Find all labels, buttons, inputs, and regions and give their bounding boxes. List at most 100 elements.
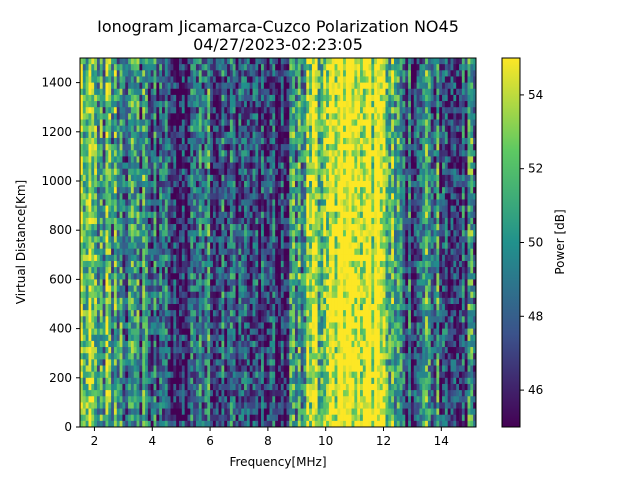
heatmap-cell [184, 414, 188, 422]
heatmap-cell [128, 107, 132, 114]
heatmap-cell [184, 156, 188, 163]
heatmap-cell [198, 383, 203, 391]
heatmap-cell [261, 181, 265, 188]
heatmap-cell [96, 119, 101, 127]
heatmap-cell [314, 113, 318, 120]
heatmap-cell [255, 402, 259, 409]
heatmap-cell [238, 297, 242, 305]
heatmap-cell [232, 125, 236, 133]
heatmap-cell [139, 359, 143, 366]
heatmap-cell [241, 359, 245, 366]
heatmap-cell [156, 211, 160, 219]
heatmap-cell [201, 390, 205, 397]
heatmap-cell [173, 236, 177, 243]
heatmap-cell [297, 217, 302, 225]
heatmap-cell [314, 101, 318, 108]
heatmap-cell [193, 285, 197, 293]
heatmap-cell [224, 168, 228, 176]
heatmap-cell [170, 297, 174, 305]
heatmap-cell [210, 347, 214, 354]
heatmap-cell [167, 211, 171, 219]
heatmap-cell [195, 359, 200, 366]
heatmap-cell [176, 383, 180, 391]
heatmap-cell [218, 58, 222, 65]
heatmap-cell [215, 334, 219, 342]
heatmap-cell [173, 125, 177, 133]
heatmap-cell [269, 334, 273, 342]
heatmap-cell [176, 82, 180, 90]
heatmap-cell [119, 340, 123, 348]
heatmap-cell [232, 144, 236, 151]
heatmap-cell [122, 58, 126, 65]
heatmap-cell [153, 297, 157, 305]
heatmap-cell [263, 371, 268, 379]
heatmap-cell [150, 101, 154, 108]
heatmap-cell [96, 408, 101, 416]
heatmap-cell [241, 334, 245, 342]
heatmap-cell [215, 347, 219, 354]
heatmap-cell [195, 119, 200, 127]
heatmap-cell [122, 316, 126, 323]
heatmap-cell [215, 224, 219, 231]
heatmap-cell [297, 304, 302, 311]
heatmap-cell [297, 328, 302, 336]
heatmap-cell [116, 187, 120, 194]
heatmap-cell [162, 390, 166, 397]
heatmap-cell [292, 131, 296, 139]
heatmap-cell [179, 156, 183, 163]
heatmap-cell [294, 64, 299, 71]
heatmap-cell [309, 242, 313, 250]
heatmap-cell [88, 107, 92, 114]
heatmap-cell [91, 377, 95, 385]
heatmap-cell [167, 150, 171, 157]
heatmap-cell [292, 297, 296, 305]
heatmap-cell [235, 101, 239, 108]
heatmap-cell [147, 144, 152, 151]
heatmap-cell [201, 396, 205, 403]
heatmap-cell [201, 304, 205, 311]
heatmap-cell [130, 156, 135, 163]
heatmap-cell [232, 347, 236, 354]
heatmap-cell [244, 340, 248, 348]
heatmap-cell [263, 273, 268, 280]
heatmap-cell [212, 193, 217, 200]
heatmap-cell [204, 260, 208, 268]
heatmap-cell [145, 224, 149, 231]
heatmap-cell [153, 273, 157, 280]
heatmap-cell [210, 383, 214, 391]
heatmap-cell [292, 82, 296, 90]
heatmap-cell [181, 377, 186, 385]
heatmap-cell [212, 396, 217, 403]
heatmap-cell [280, 273, 285, 280]
heatmap-cell [275, 70, 279, 77]
heatmap-cell [210, 377, 214, 385]
heatmap-cell [207, 70, 211, 77]
heatmap-cell [142, 340, 146, 348]
heatmap-cell [195, 113, 200, 120]
heatmap-cell [297, 82, 302, 90]
heatmap-cell [105, 181, 109, 188]
heatmap-cell [85, 304, 89, 311]
heatmap-cell [193, 316, 197, 323]
heatmap-cell [294, 156, 299, 163]
heatmap-cell [130, 64, 135, 71]
heatmap-cell [241, 285, 245, 293]
heatmap-cell [179, 273, 183, 280]
heatmap-cell [105, 113, 109, 120]
heatmap-cell [289, 101, 293, 108]
heatmap-cell [145, 328, 149, 336]
heatmap-cell [128, 297, 132, 305]
heatmap-cell [309, 408, 313, 416]
heatmap-cell [311, 347, 316, 354]
heatmap-cell [278, 383, 282, 391]
heatmap-cell [278, 402, 282, 409]
heatmap-cell [96, 334, 101, 342]
heatmap-cell [136, 402, 140, 409]
heatmap-cell [80, 107, 84, 114]
heatmap-cell [303, 248, 307, 256]
heatmap-cell [102, 383, 106, 391]
heatmap-cell [232, 408, 236, 416]
heatmap-cell [201, 70, 205, 77]
heatmap-cell [255, 224, 259, 231]
heatmap-cell [207, 328, 211, 336]
